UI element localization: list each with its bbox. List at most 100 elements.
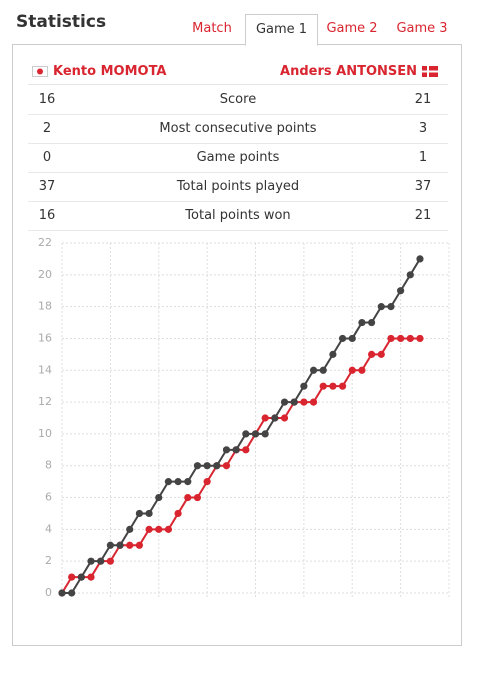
right-value: 1	[418, 150, 428, 165]
stat-label: Total points played	[176, 179, 300, 194]
stat-label: Most consecutive points	[159, 121, 317, 136]
point	[77, 573, 85, 581]
stat-label: Total points won	[185, 208, 291, 223]
point	[251, 430, 260, 438]
point	[377, 303, 385, 311]
point	[280, 414, 289, 422]
point	[68, 573, 76, 581]
point	[193, 493, 202, 502]
y-tick-label: 6	[45, 491, 52, 504]
point	[329, 382, 337, 390]
flag-japan	[32, 66, 48, 77]
point	[300, 398, 308, 406]
point	[338, 334, 347, 343]
point	[358, 366, 366, 374]
player-name: Anders ANTONSEN	[280, 64, 417, 79]
y-tick-label: 10	[38, 427, 52, 440]
point	[416, 334, 424, 343]
stat-label: Score	[219, 92, 257, 107]
flag-denmark	[422, 66, 438, 77]
point	[338, 382, 347, 390]
point	[261, 414, 269, 422]
y-tick-label: 18	[38, 300, 52, 313]
y-tick-label: 16	[38, 331, 52, 344]
right-value: 21	[414, 92, 432, 107]
point	[145, 509, 153, 518]
left-value: 37	[38, 179, 56, 194]
point	[348, 334, 356, 343]
point	[203, 462, 211, 470]
point	[106, 541, 114, 549]
y-tick-label: 8	[45, 459, 52, 472]
y-tick-label: 22	[38, 236, 52, 249]
point	[387, 334, 395, 343]
point	[358, 318, 366, 327]
tab[interactable]: Game 2	[326, 21, 378, 36]
y-tick-label: 0	[45, 586, 52, 599]
point	[145, 525, 153, 533]
stats-row: 2 Most consecutive points 3	[28, 114, 448, 144]
point	[87, 573, 95, 581]
point	[68, 589, 76, 597]
point	[348, 366, 356, 374]
right-value: 3	[418, 121, 428, 136]
point	[232, 446, 240, 454]
point	[242, 446, 250, 454]
y-tick-label: 12	[38, 395, 52, 408]
point	[164, 478, 173, 486]
point	[174, 509, 182, 518]
point	[242, 430, 250, 438]
point	[155, 525, 163, 533]
point	[174, 478, 182, 486]
point	[116, 541, 124, 549]
left-value: 16	[38, 208, 56, 223]
point	[368, 350, 376, 358]
right-player: Anders ANTONSEN	[280, 64, 438, 79]
point	[329, 350, 337, 358]
point	[397, 334, 405, 343]
point	[319, 366, 327, 374]
point	[309, 398, 318, 406]
point	[300, 382, 308, 390]
point	[193, 462, 202, 470]
point	[126, 525, 134, 533]
point	[126, 541, 134, 549]
point	[309, 366, 318, 374]
point	[87, 557, 95, 565]
stats-row: 0 Game points 1	[28, 143, 448, 173]
stats-row: 16 Score 21	[28, 85, 448, 115]
point	[222, 446, 231, 454]
point	[319, 382, 327, 390]
right-value: 21	[414, 208, 432, 223]
left-player: Kento MOMOTA	[32, 64, 166, 79]
point	[406, 334, 414, 343]
left-value: 16	[38, 92, 56, 107]
y-tick-label: 2	[45, 554, 52, 567]
point	[135, 541, 143, 549]
point	[222, 462, 231, 470]
point	[377, 350, 385, 358]
left-value: 0	[42, 150, 52, 165]
tab[interactable]: Game 1	[245, 14, 318, 46]
point	[280, 398, 289, 406]
point	[290, 398, 298, 406]
point	[261, 430, 269, 438]
tab[interactable]: Match	[192, 21, 232, 36]
point	[387, 303, 395, 311]
point	[416, 255, 424, 263]
series-line	[62, 258, 421, 594]
point	[271, 414, 279, 422]
point	[106, 557, 114, 565]
point	[184, 493, 192, 502]
right-value: 37	[414, 179, 432, 194]
point	[155, 493, 163, 502]
stat-label: Game points	[196, 150, 280, 165]
tab[interactable]: Game 3	[396, 21, 448, 36]
players-row: Kento MOMOTA Anders ANTONSEN	[28, 60, 448, 85]
point	[203, 478, 211, 486]
point	[213, 462, 221, 470]
left-value: 2	[42, 121, 52, 136]
y-tick-label: 20	[38, 268, 52, 281]
